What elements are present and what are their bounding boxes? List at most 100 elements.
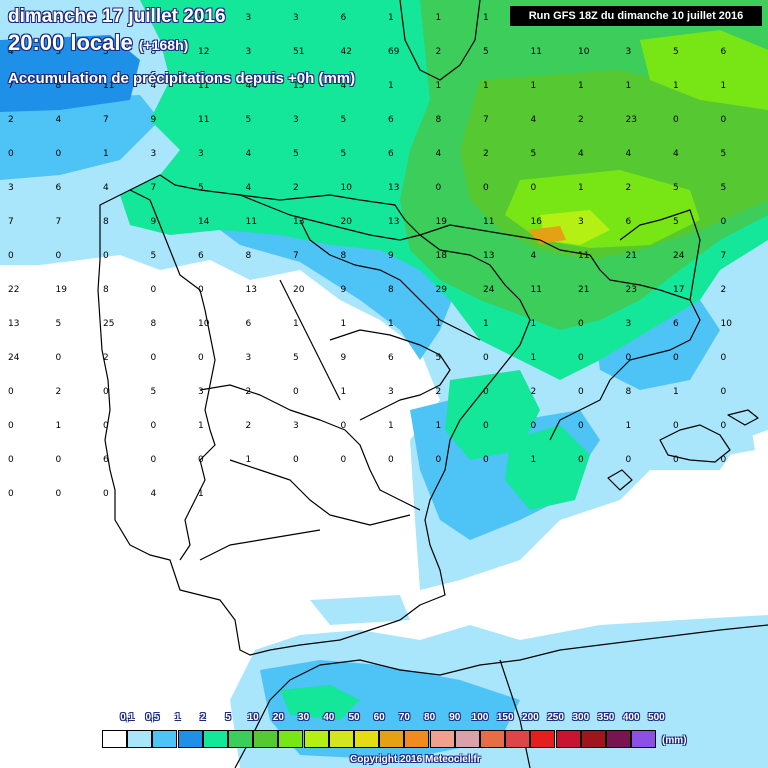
legend-label: 100 (471, 712, 489, 723)
grid-value: 3 (56, 13, 62, 23)
grid-value: 5 (721, 183, 727, 193)
grid-value: 1 (626, 421, 632, 431)
grid-value: 5 (198, 13, 204, 23)
grid-value: 0 (341, 421, 347, 431)
grid-value: 0 (103, 251, 109, 261)
grid-value: 11 (198, 81, 209, 91)
precip-zone-light-blue-patch (310, 595, 410, 625)
grid-value: 9 (341, 285, 347, 295)
grid-value: 7 (151, 183, 157, 193)
grid-value: 6 (198, 251, 204, 261)
grid-value: 4 (341, 81, 347, 91)
grid-value: 5 (293, 353, 299, 363)
grid-value: 16 (531, 217, 543, 227)
forecast-lead: (+168h) (138, 37, 189, 53)
grid-value: 0 (56, 455, 62, 465)
grid-value: 1 (436, 421, 442, 431)
legend-label: 30 (298, 712, 310, 723)
grid-value: 5 (673, 217, 679, 227)
grid-value: 21 (626, 251, 637, 261)
precip-zone-aqua-3 (505, 425, 590, 510)
grid-value: 0 (673, 353, 679, 363)
grid-value: 7 (483, 115, 489, 125)
grid-value: 1 (388, 13, 394, 23)
grid-value: 2 (721, 285, 727, 295)
grid-value: 7 (293, 251, 299, 261)
grid-value: 22 (8, 285, 19, 295)
grid-value: 23 (626, 285, 637, 295)
grid-value: 8 (341, 251, 347, 261)
grid-value: 5 (151, 251, 157, 261)
grid-value: 1 (103, 149, 109, 159)
grid-value: 5 (103, 47, 109, 57)
grid-value: 8 (56, 81, 62, 91)
grid-value: 6 (721, 47, 727, 57)
legend-swatch (278, 730, 304, 748)
grid-value: 11 (103, 81, 114, 91)
precip-zone-blue (0, 35, 140, 112)
grid-value: 3 (293, 115, 299, 125)
legend-label: 10 (247, 712, 259, 723)
grid-value: 21 (578, 285, 589, 295)
grid-value: 0 (8, 149, 14, 159)
grid-value: 0 (483, 387, 489, 397)
grid-value: 0 (483, 421, 489, 431)
grid-value: 13 (483, 251, 494, 261)
grid-value: 69 (388, 47, 400, 57)
legend-swatch (253, 730, 279, 748)
grid-value: 1 (388, 319, 394, 329)
grid-value: 1 (341, 319, 347, 329)
grid-value: 7 (8, 81, 14, 91)
grid-value: 1 (436, 13, 442, 23)
grid-value: 5 (436, 353, 442, 363)
grid-value: 6 (673, 319, 679, 329)
grid-value: 1 (531, 81, 537, 91)
grid-value: 1 (531, 455, 537, 465)
legend-swatch (202, 730, 228, 748)
grid-value: 3 (198, 387, 204, 397)
grid-value: 0 (578, 421, 584, 431)
grid-value: 19 (56, 285, 68, 295)
legend-swatch (379, 730, 405, 748)
grid-value: 9 (388, 251, 394, 261)
grid-value: 44 (246, 81, 258, 91)
grid-value: 6 (388, 353, 394, 363)
grid-value: 2 (483, 149, 489, 159)
precip-zone-aqua-4 (280, 685, 360, 720)
grid-value: 4 (246, 149, 252, 159)
grid-value: 6 (626, 217, 632, 227)
grid-value: 15 (293, 81, 304, 91)
grid-value: 0 (8, 455, 14, 465)
copyright: Copyright 2016 Meteociel.fr (350, 754, 481, 765)
grid-value: 0 (436, 455, 442, 465)
grid-value: 4 (8, 47, 14, 57)
pyrenees-border (239, 194, 421, 241)
grid-value: 1 (626, 81, 632, 91)
region-line-4 (229, 459, 411, 526)
grid-value: 5 (56, 319, 62, 329)
grid-value: 4 (246, 183, 252, 193)
legend-label: 5 (225, 712, 231, 723)
legend-label: 500 (648, 712, 665, 723)
legend-swatch (328, 730, 354, 748)
grid-value: 7 (8, 217, 14, 227)
grid-value: 51 (293, 47, 304, 57)
legend-swatch (152, 730, 178, 748)
grid-value: 0 (8, 489, 14, 499)
grid-value: 2 (103, 13, 109, 23)
grid-value: 0 (56, 489, 62, 499)
grid-value: 0 (721, 353, 727, 363)
legend-label: 40 (323, 712, 335, 723)
grid-value: 24 (8, 353, 20, 363)
grid-value: 2 (246, 421, 252, 431)
grid-value: 6 (388, 115, 394, 125)
grid-value: 0 (293, 387, 299, 397)
grid-value: 0 (721, 115, 727, 125)
grid-value: 5 (56, 47, 62, 57)
grid-value: 20 (341, 217, 353, 227)
grid-value: 3 (626, 47, 632, 57)
grid-value: 0 (198, 455, 204, 465)
grid-value: 0 (103, 387, 109, 397)
legend-swatch (454, 730, 480, 748)
